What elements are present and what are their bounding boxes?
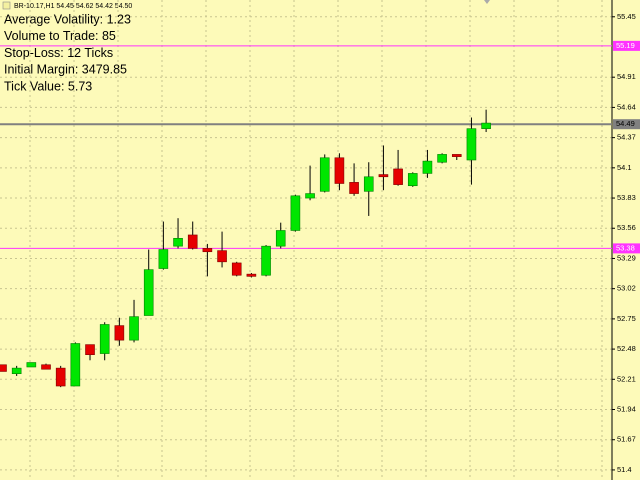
candle-body <box>378 174 389 178</box>
candle-body <box>187 234 198 249</box>
y-tick-label: 51.4 <box>617 465 632 474</box>
candle-body <box>451 154 462 157</box>
candle-body <box>99 324 110 354</box>
candle-body <box>0 364 7 372</box>
candle-body <box>85 344 95 355</box>
price-label: 54.49 <box>616 119 635 128</box>
y-tick-label: 54.37 <box>617 133 636 142</box>
candle-body <box>41 364 51 370</box>
y-tick-label: 53.02 <box>617 284 636 293</box>
y-tick-label: 54.91 <box>617 72 636 81</box>
info-line: Average Volatility: 1.23 <box>4 12 131 26</box>
y-tick-label: 53.56 <box>617 223 636 232</box>
candle-body <box>143 269 154 316</box>
y-tick-label: 52.75 <box>617 314 636 323</box>
y-tick-label: 51.67 <box>617 435 636 444</box>
y-tick-label: 52.21 <box>617 374 636 383</box>
candle-body <box>114 325 125 341</box>
candle-body <box>275 230 286 247</box>
candle-body <box>422 160 433 174</box>
shift-marker <box>484 0 490 4</box>
price-label-box <box>613 119 640 130</box>
candle-body <box>319 157 330 192</box>
candle-body <box>305 193 315 199</box>
price-label-box <box>613 40 640 51</box>
y-tick-label: 53.29 <box>617 253 636 262</box>
candle-body <box>393 168 403 185</box>
y-tick-label: 54.1 <box>617 163 632 172</box>
price-label: 53.38 <box>616 243 635 252</box>
candle-body <box>173 238 183 247</box>
candle-body <box>407 173 418 187</box>
candle-body <box>246 273 257 277</box>
candle-body <box>202 248 213 253</box>
candle-body <box>334 157 345 184</box>
candle-body <box>70 343 81 387</box>
candle-body <box>363 176 374 192</box>
candle-body <box>158 249 169 269</box>
candle-body <box>466 128 477 161</box>
candle-body <box>261 245 271 276</box>
candle-body <box>437 154 447 163</box>
symbol-icon <box>2 1 11 10</box>
candle-body <box>11 367 22 375</box>
candle-body <box>290 195 301 231</box>
candle-body <box>26 362 37 368</box>
price-label: 55.19 <box>616 41 635 50</box>
candle-body <box>481 122 491 129</box>
candle-body <box>231 262 242 276</box>
y-tick-label: 52.48 <box>617 344 636 353</box>
info-line: Volume to Trade: 85 <box>4 29 116 43</box>
y-tick-label: 53.83 <box>617 193 636 202</box>
y-tick-label: 54.64 <box>617 102 636 111</box>
info-line: Stop-Loss: 12 Ticks <box>4 46 113 60</box>
chart-header: BR-10.17,H1 54.45 54.62 54.42 54.50 <box>14 3 132 10</box>
candle-body <box>55 367 66 387</box>
price-label-box <box>613 243 640 254</box>
candle-body <box>217 250 227 263</box>
candle-body <box>129 316 139 341</box>
info-line: Tick Value: 5.73 <box>4 79 92 93</box>
info-line: Initial Margin: 3479.85 <box>4 63 127 77</box>
y-tick-label: 51.94 <box>617 404 636 413</box>
y-tick-label: 55.45 <box>617 12 636 21</box>
candle-body <box>349 182 359 194</box>
